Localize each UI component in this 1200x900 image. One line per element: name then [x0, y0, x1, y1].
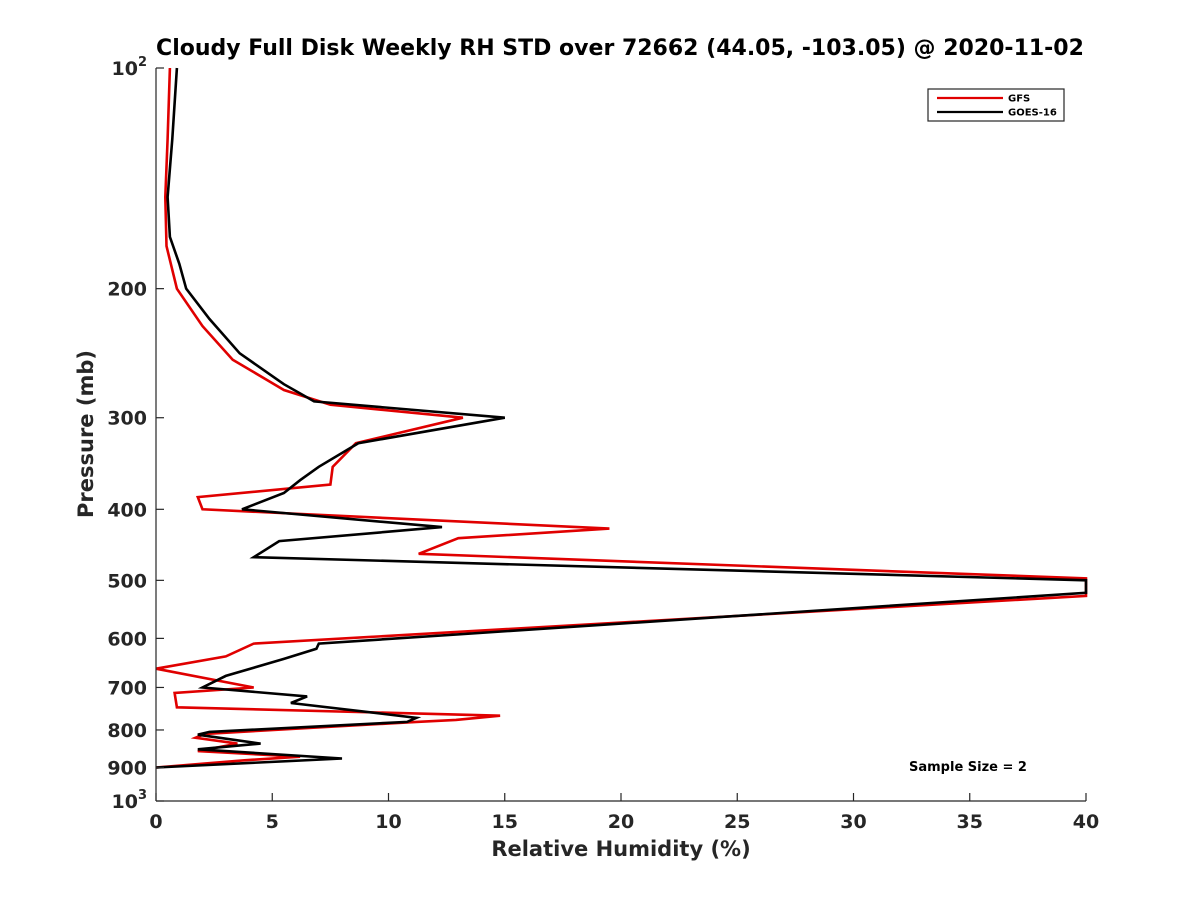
legend-label-gfs: GFS	[1008, 94, 1030, 105]
legend: GFS GOES-16	[927, 88, 1065, 122]
sample-size-annotation: Sample Size = 2	[909, 760, 1027, 775]
series-line-goes-16	[155, 67, 1088, 769]
x-tick-label: 30	[840, 811, 866, 833]
y-tick-label: 200	[107, 279, 147, 301]
y-ticks: 102 200 300 400 500 600 700 800 900 103	[107, 55, 164, 813]
x-ticks: 0 5 10 15 20 25 30 35 40	[149, 793, 1099, 833]
y-tick-label: 900	[107, 757, 147, 779]
y-tick-label: 102	[112, 55, 148, 80]
legend-label-goes-16: GOES-16	[1008, 108, 1057, 119]
series-layer	[155, 67, 1088, 769]
x-tick-label: 20	[608, 811, 634, 833]
y-tick-label: 300	[107, 408, 147, 430]
y-tick-label: 700	[107, 677, 147, 699]
y-tick-label: 103	[112, 788, 148, 813]
x-tick-label: 0	[149, 811, 162, 833]
x-tick-label: 10	[375, 811, 401, 833]
y-tick-label: 400	[107, 499, 147, 521]
y-axis-label: Pressure (mb)	[74, 350, 98, 518]
legend-box	[927, 88, 1065, 122]
y-tick-label: 600	[107, 628, 147, 650]
y-tick-label: 500	[107, 570, 147, 592]
x-tick-label: 5	[266, 811, 279, 833]
plot-area	[156, 68, 1086, 801]
x-tick-label: 25	[724, 811, 750, 833]
x-axis-label: Relative Humidity (%)	[491, 837, 750, 861]
x-tick-label: 40	[1073, 811, 1099, 833]
chart-title: Cloudy Full Disk Weekly RH STD over 7266…	[156, 36, 1084, 61]
x-tick-label: 35	[957, 811, 983, 833]
y-tick-label: 800	[107, 720, 147, 742]
x-tick-label: 15	[492, 811, 518, 833]
